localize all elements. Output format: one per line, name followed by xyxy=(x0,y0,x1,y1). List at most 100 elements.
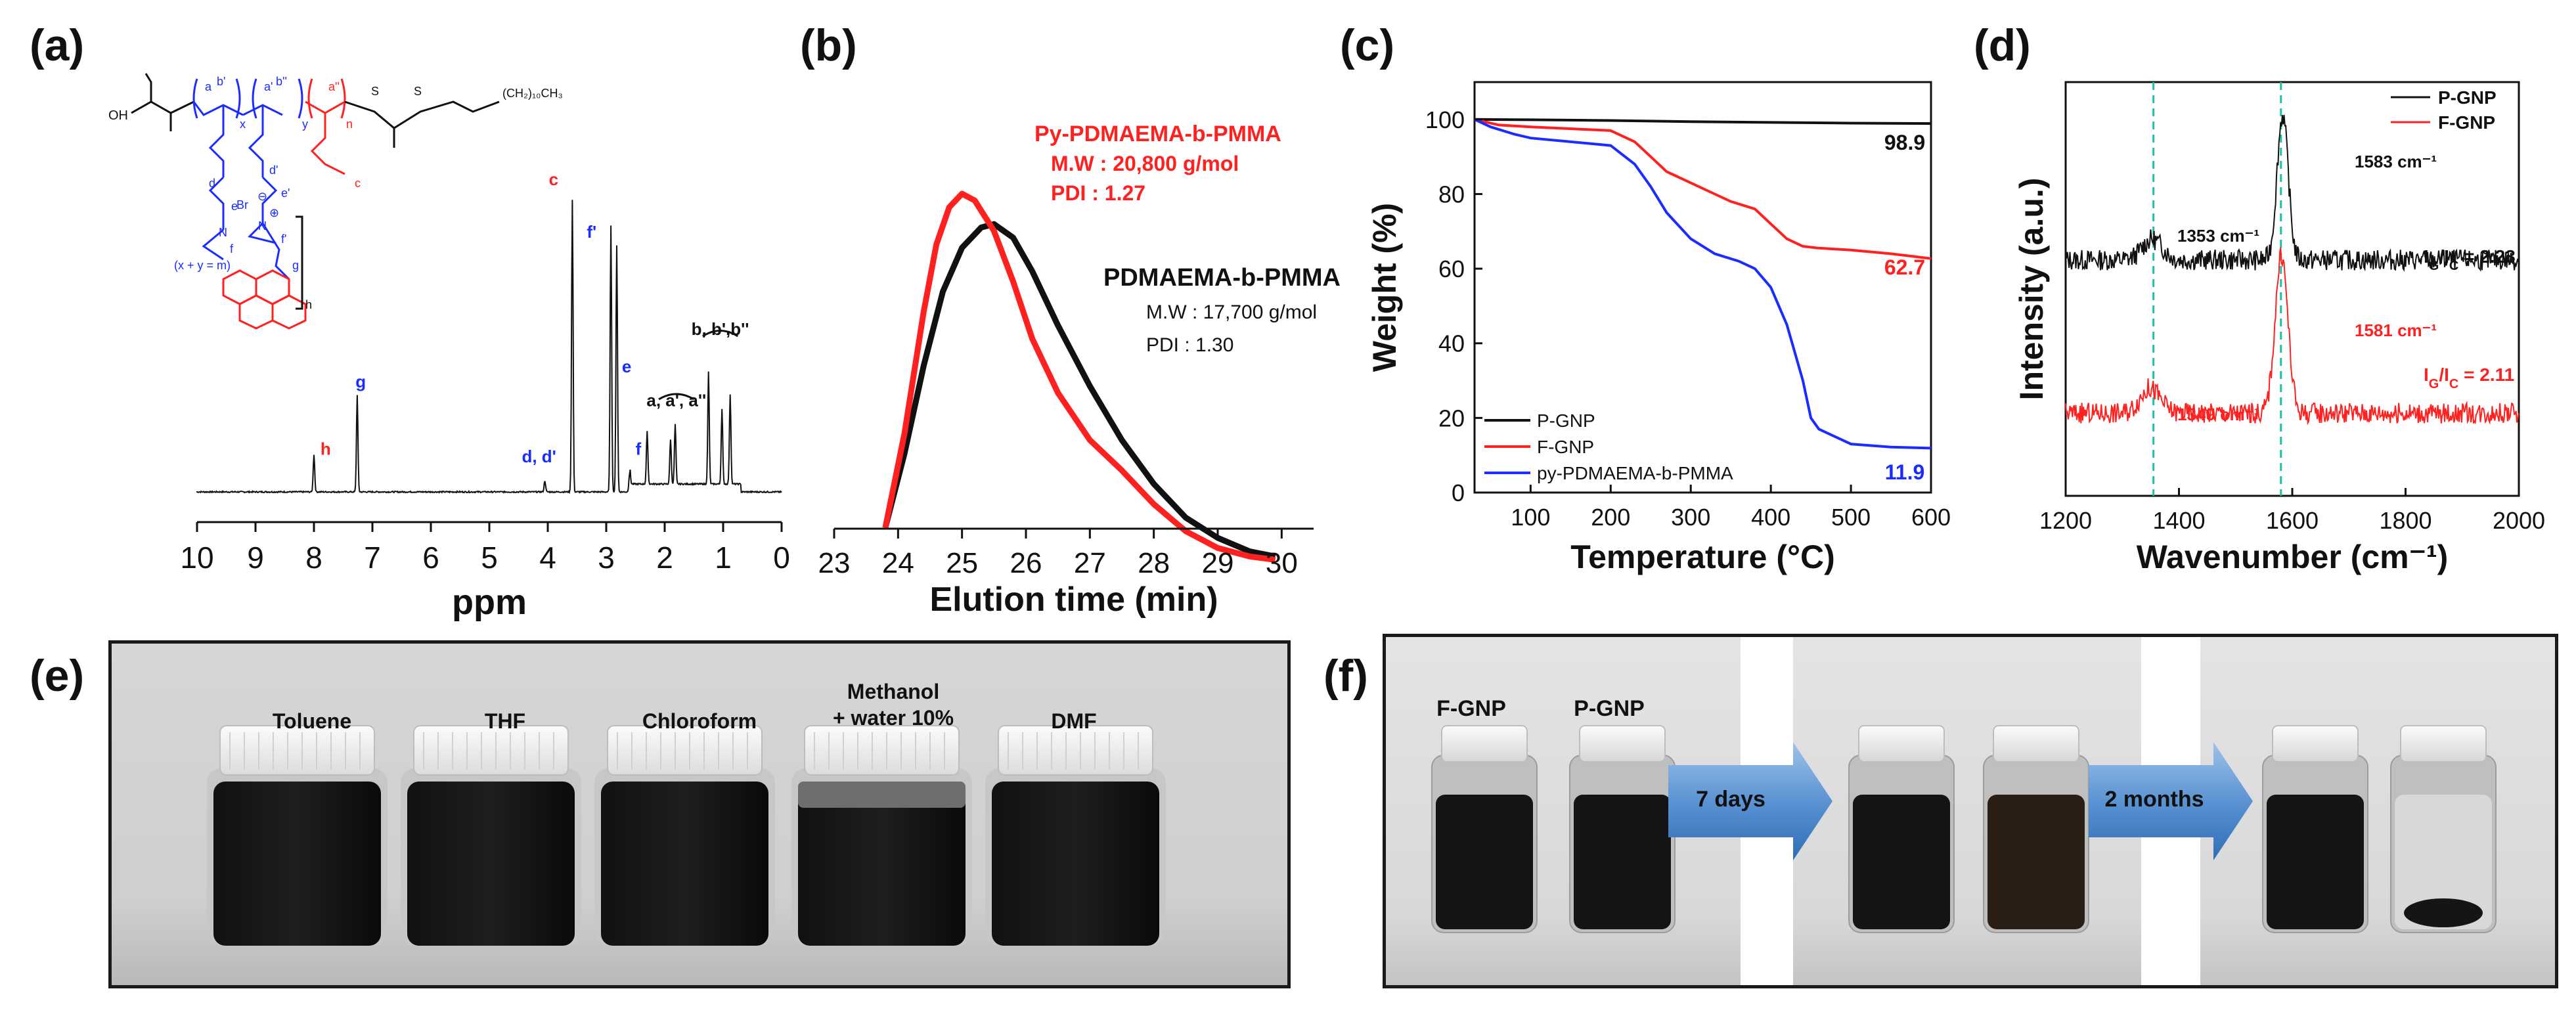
vial-label-toluene: Toluene xyxy=(272,709,352,733)
vial-cap xyxy=(1441,725,1528,762)
raman-x-tick-label: 1800 xyxy=(2379,507,2432,534)
nmr-peak-label: f' xyxy=(587,222,596,242)
vial-cap xyxy=(2400,725,2487,762)
nmr-x-tick-label: 1 xyxy=(715,540,732,575)
tga-end-label-pgnp: 98.9 xyxy=(1884,131,1925,154)
structure-sub-n: n xyxy=(346,118,353,131)
raman-peak-annotation: 1353 cm⁻¹ xyxy=(2177,226,2259,246)
sec-annotation-red: Py-PDMAEMA-b-PMMA xyxy=(1034,121,1281,146)
raman-series-red xyxy=(2065,247,2520,426)
vial-liquid xyxy=(798,782,966,946)
raman-x-tick-label: 1400 xyxy=(2152,507,2205,534)
nmr-x-tick-label: 8 xyxy=(305,540,322,575)
raman-ratio-part: C xyxy=(2449,377,2458,391)
raman-plot-frame xyxy=(2064,81,2520,497)
vial-label-chloroform: Chloroform xyxy=(642,709,757,733)
vial xyxy=(2390,725,2497,933)
vial-cap xyxy=(1993,725,2079,762)
vial-cap xyxy=(1858,725,1945,762)
tga-series-red xyxy=(1474,118,1932,260)
tga-x-tick-label: 600 xyxy=(1911,504,1951,531)
vial-cap xyxy=(1579,725,1666,762)
vial-liquid xyxy=(1436,795,1533,929)
nmr-peak-label: b, b',b'' xyxy=(692,319,749,339)
sec-annotation-red: M.W : 20,800 g/mol xyxy=(1051,152,1239,175)
structure-lbl-f1: f' xyxy=(281,232,286,246)
sec-annotation-black: PDI : 1.30 xyxy=(1146,334,1233,356)
nmr-peak-label: f xyxy=(636,439,642,458)
structure-lbl-a2: a'' xyxy=(328,80,340,93)
raman-ratio-part: = 2.23 xyxy=(2458,246,2515,267)
vial xyxy=(594,725,775,946)
arrow-7-days xyxy=(1668,742,1832,860)
sec-x-tick-label: 25 xyxy=(946,547,978,579)
vial-cap xyxy=(2272,725,2359,762)
panel-label-d: (d) xyxy=(1974,20,2031,70)
raman-x-tick-label: 1200 xyxy=(2039,507,2092,534)
vial-label-dmf: DMF xyxy=(1051,709,1097,733)
raman-legend-label: F-GNP xyxy=(2438,112,2495,133)
sec-x-tick-label: 27 xyxy=(1074,547,1106,579)
vial-liquid xyxy=(1574,795,1671,929)
structure-n2: N xyxy=(258,219,267,232)
vial-label-thf: THF xyxy=(484,709,526,733)
structure-n1: N xyxy=(219,226,227,239)
structure-lbl-h: h xyxy=(305,298,312,311)
tga-y-tick-label: 0 xyxy=(1452,479,1465,506)
raman-x-axis-label: Wavenumber (cm⁻¹) xyxy=(2137,539,2449,575)
raman-y-axis-label: Intensity (a.u.) xyxy=(2013,178,2050,401)
raman-ratio-label: IG/IC = 2.23 xyxy=(2424,246,2516,273)
raman-peak-annotation: 1583 cm⁻¹ xyxy=(2355,152,2437,171)
structure-s2: S xyxy=(414,85,422,98)
raman-ratio-part: C xyxy=(2449,259,2458,273)
tga-x-tick-label: 500 xyxy=(1831,504,1871,531)
structure-lbl-g: g xyxy=(292,259,299,272)
tga-x-tick-label: 100 xyxy=(1511,504,1550,531)
sec-x-tick-label: 28 xyxy=(1138,547,1170,579)
nmr-x-tick-label: 10 xyxy=(180,540,213,575)
nmr-brace-a xyxy=(658,393,695,401)
sec-annotation-black: PDMAEMA-b-PMMA xyxy=(1103,264,1340,292)
structure-lbl-b: b' xyxy=(217,75,225,88)
nmr-peak-label: c xyxy=(549,169,558,189)
vial xyxy=(791,725,972,946)
f-label-fgnp: F-GNP xyxy=(1436,696,1506,721)
f-arrow-label-2months: 2 months xyxy=(2104,787,2204,812)
nmr-peak-label: e xyxy=(622,357,631,376)
nmr-peak-label: d, d' xyxy=(522,447,556,466)
tga-y-tick-label: 60 xyxy=(1438,255,1465,282)
sec-chart: 23 24 25 26 27 28 29 30 Elution time (min) Py-PDM… xyxy=(818,121,1340,619)
raman-chart: 1200 1400 1600 1800 2000 Wavenumber (cm⁻¹) Int… xyxy=(2013,81,2545,575)
vial-liquid xyxy=(601,782,768,946)
raman-legend-label: P-GNP xyxy=(2438,87,2497,108)
vial-label-methanol: Methanol xyxy=(847,680,940,703)
sec-annotation-black: M.W : 17,700 g/mol xyxy=(1146,301,1317,323)
panel-label-f: (f) xyxy=(1323,651,1368,701)
panel-label-e: (e) xyxy=(30,651,85,701)
tga-legend-label: py-PDMAEMA-b-PMMA xyxy=(1537,463,1733,483)
stability-photo: F-GNP P-GNP 7 days 2 months xyxy=(1383,634,2558,988)
tga-x-tick-label: 400 xyxy=(1751,504,1790,531)
structure-lbl-a1: a' xyxy=(264,80,273,93)
sec-x-axis-label: Elution time (min) xyxy=(929,581,1218,619)
sec-series-red xyxy=(882,190,1276,563)
raman-x-tick-label: 1600 xyxy=(2266,507,2319,534)
tga-legend-label: F-GNP xyxy=(1537,437,1594,457)
stability-photo-art xyxy=(1386,637,2555,985)
vial-sediment xyxy=(2404,898,2483,927)
nmr-x-tick-label: 2 xyxy=(656,540,673,575)
structure-tail: (CH₂)₁₀CH₃ xyxy=(502,87,563,100)
tga-y-tick-label: 40 xyxy=(1438,330,1465,357)
structure-plus: ⊕ xyxy=(269,206,279,219)
structure-lbl-e: e xyxy=(231,200,238,213)
tga-x-tick-label: 200 xyxy=(1591,504,1630,531)
structure-sum: (x + y = m) xyxy=(174,259,231,272)
structure-lbl-a: a xyxy=(205,80,212,93)
raman-series-black xyxy=(2065,114,2520,272)
vial-cap xyxy=(804,725,960,776)
vial xyxy=(401,725,581,946)
dispersion-photo-art xyxy=(112,644,1287,985)
vial-liquid xyxy=(2395,795,2492,929)
vial-liquid xyxy=(992,782,1159,946)
raman-ratio-part: I xyxy=(2424,364,2429,385)
